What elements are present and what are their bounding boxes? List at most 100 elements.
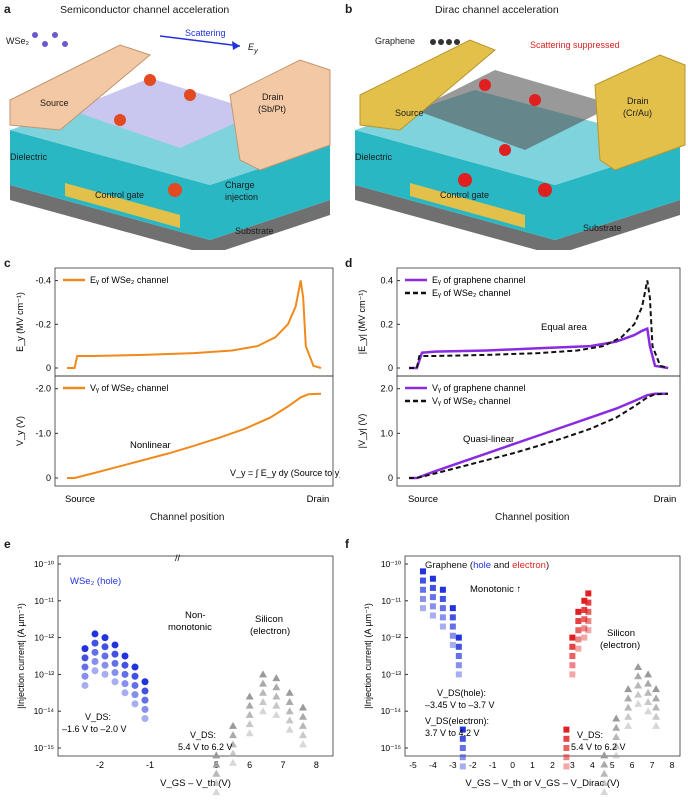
data-point [111, 678, 119, 686]
data-point [91, 658, 99, 666]
data-point [575, 618, 582, 625]
data-point [439, 595, 446, 602]
data-point [585, 599, 592, 606]
annotation-quasi-linear: Quasi-linear [463, 434, 514, 445]
data-point [563, 726, 570, 733]
data-point [634, 681, 643, 689]
data-point [272, 683, 281, 691]
panel-letter-c: c [4, 256, 11, 270]
x-tick-label: 8 [670, 760, 675, 770]
data-point [141, 715, 149, 723]
data-point [111, 650, 119, 658]
data-point [575, 608, 582, 615]
dielectric-label-b: Dielectric [355, 152, 393, 162]
data-point [634, 690, 643, 698]
data-point [569, 662, 576, 669]
data-point [459, 735, 466, 742]
data-point [459, 763, 466, 770]
data-point [581, 625, 588, 632]
panel-letter-f: f [345, 537, 349, 551]
data-point [245, 701, 254, 709]
dielectric-layer [355, 130, 680, 240]
value-vds-grey: 5.4 V to 6.2 V [571, 742, 626, 752]
data-point [419, 605, 426, 612]
drain-metal-a: (Sb/Pt) [258, 104, 287, 114]
data-point [141, 705, 149, 713]
data-point [419, 586, 426, 593]
y-tick-label: 1.0 [380, 428, 393, 438]
data-point [455, 671, 462, 678]
x-tick-drain: Drain [307, 494, 330, 505]
data-point [285, 725, 294, 733]
data-point [585, 590, 592, 597]
substrate-label-a: Substrate [235, 226, 274, 236]
panel-a-title: Semiconductor channel acceleration [60, 4, 230, 16]
data-point [449, 632, 456, 639]
panel-letter-b: b [345, 2, 353, 16]
data-point [111, 669, 119, 677]
material-label-b: Graphene [375, 36, 416, 46]
panel-letter-d: d [345, 256, 353, 270]
data-point [575, 627, 582, 634]
y-tick-label: 10⁻¹³ [381, 669, 401, 679]
series-line [67, 392, 322, 479]
data-point [212, 778, 221, 786]
data-point [229, 749, 237, 757]
data-point [634, 699, 643, 707]
y-tick-label: 0.4 [380, 276, 393, 286]
data-point [212, 760, 221, 768]
annotation-nonlinear: Nonlinear [130, 440, 171, 451]
data-point [285, 716, 294, 724]
data-point [131, 700, 139, 708]
label-monotonic: Monotonic ↑ [470, 584, 521, 595]
x-tick-label: -3 [449, 760, 457, 770]
data-point [652, 694, 661, 702]
data-point [624, 703, 633, 711]
charge-carriers [114, 74, 196, 197]
x-tick-label: 2 [550, 760, 555, 770]
data-point [259, 670, 267, 678]
graphene-molecule-icon [430, 39, 460, 45]
data-point [91, 648, 99, 656]
data-point [419, 595, 426, 602]
data-point [121, 670, 129, 678]
x-tick-source: Source [65, 494, 95, 505]
substrate-layer [355, 185, 680, 250]
y-tick-label: -0.4 [35, 276, 51, 286]
panel-letter-a: a [4, 2, 11, 16]
data-point [131, 681, 139, 689]
data-point [259, 679, 267, 687]
data-point [91, 639, 99, 647]
x-tick-label: -1 [489, 760, 497, 770]
y-axis-label: |V_y| (V) [357, 414, 367, 449]
device-illustration-b [355, 39, 686, 250]
data-point [644, 679, 653, 687]
x-tick-label: -2 [96, 760, 104, 770]
data-point [439, 623, 446, 630]
legend-label: Vᵧ of WSe₂ channel [432, 396, 510, 406]
label-silicon: Silicon [255, 614, 283, 625]
value-vds-electron: 3.7 V to 4.2 V [425, 728, 480, 738]
data-point [612, 751, 621, 759]
scattering-label: Scattering [185, 28, 226, 38]
data-point [91, 667, 99, 675]
x-tick-label: -2 [469, 760, 477, 770]
data-point [624, 685, 633, 693]
drain-label-b: Drain [627, 96, 649, 106]
data-point [563, 745, 570, 751]
field-label: Ey [248, 42, 258, 55]
data-point [652, 703, 661, 711]
data-point [634, 663, 643, 671]
y-tick-label: -1.0 [35, 428, 51, 438]
data-point [121, 652, 129, 660]
legend-label: Vᵧ of graphene channel [432, 383, 525, 393]
axes-frame [404, 555, 681, 757]
data-point [612, 732, 621, 740]
y-tick-label: 10⁻¹² [34, 633, 54, 643]
data-point [459, 754, 466, 761]
x-tick-label: -4 [429, 760, 437, 770]
data-point [212, 769, 221, 777]
legend-label: Eᵧ of WSe₂ channel [432, 288, 510, 298]
label-vds-blue: V_DS: [85, 712, 111, 722]
data-point [612, 742, 621, 750]
